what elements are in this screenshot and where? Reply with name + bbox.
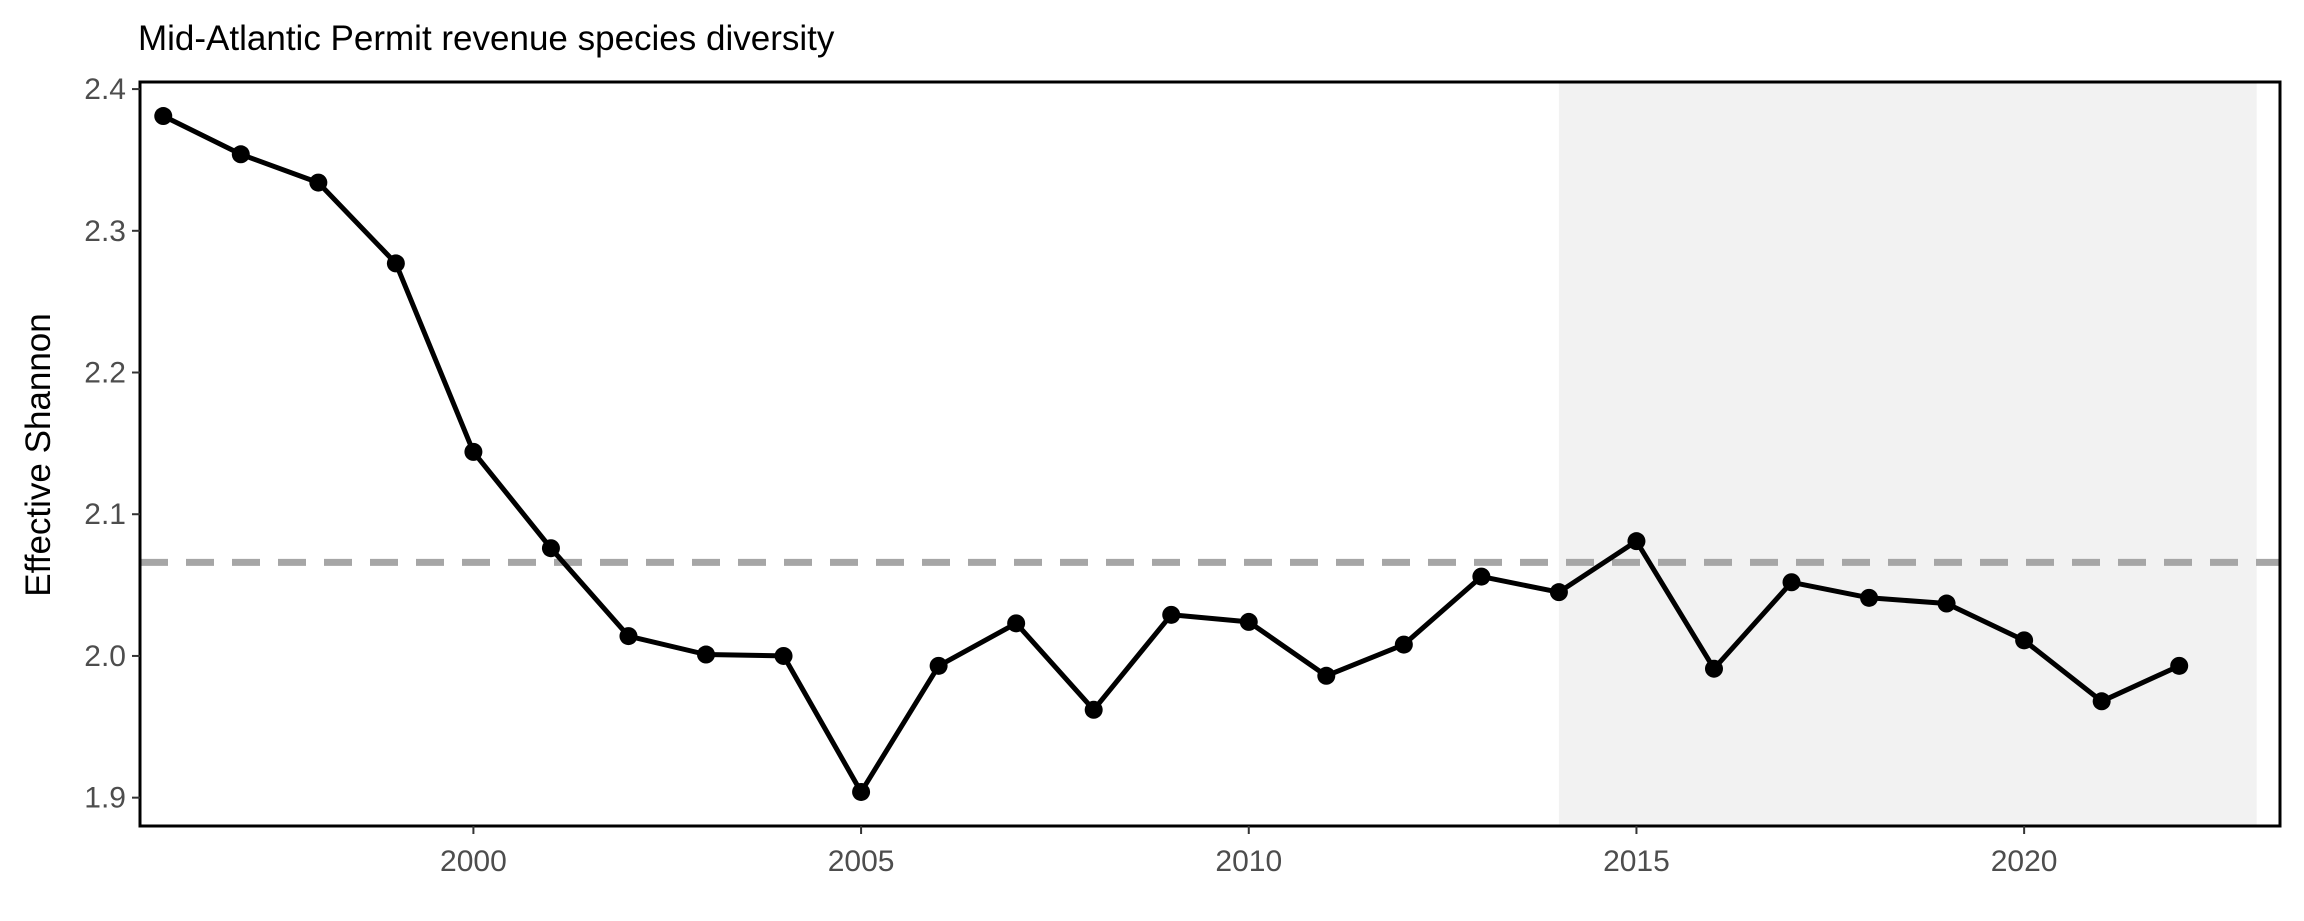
data-point	[1472, 567, 1491, 586]
data-point	[697, 645, 716, 664]
data-point	[1084, 700, 1103, 719]
y-tick-label: 1.9	[84, 782, 126, 815]
y-tick-label: 2.2	[84, 357, 126, 390]
data-point	[852, 782, 871, 801]
data-point	[2092, 692, 2111, 711]
x-tick-label: 2000	[440, 845, 507, 878]
plot-area: 2000 2005 2010 2015 2020 1.9 2.0 2.1 2.2 2.3 2.4	[84, 73, 2282, 878]
y-tick-label: 2.1	[84, 498, 126, 531]
data-point	[386, 254, 405, 273]
data-point	[1239, 612, 1258, 631]
x-tick-label: 2015	[1603, 845, 1670, 878]
y-tick-label: 2.4	[84, 73, 126, 106]
data-point	[1317, 666, 1336, 685]
x-tick-label: 2020	[1991, 845, 2058, 878]
data-point	[929, 656, 948, 675]
plot-border	[138, 80, 2282, 828]
x-tick-label: 2010	[1215, 845, 1282, 878]
data-point	[1704, 659, 1723, 678]
data-point	[2170, 656, 2189, 675]
shaded-region	[1558, 82, 2257, 826]
y-tick-label: 2.3	[84, 215, 126, 248]
data-point	[1782, 573, 1801, 592]
data-point	[1860, 588, 1879, 607]
y-axis-label: Effective Shannon	[19, 313, 58, 596]
data-point	[541, 539, 560, 558]
data-point	[1937, 594, 1956, 613]
data-point	[1394, 635, 1413, 654]
x-tick-label: 2005	[828, 845, 895, 878]
data-point	[2015, 631, 2034, 650]
data-point	[1162, 605, 1181, 624]
chart-title: Mid-Atlantic Permit revenue species dive…	[138, 19, 835, 58]
data-point	[774, 646, 793, 665]
data-point	[1007, 614, 1026, 633]
data-point	[1549, 583, 1568, 602]
data-point	[231, 145, 250, 164]
y-tick-label: 2.0	[84, 640, 126, 673]
data-point	[309, 173, 328, 192]
data-point	[464, 442, 483, 461]
data-point	[619, 627, 638, 646]
data-point	[154, 107, 173, 126]
data-point	[1627, 532, 1646, 551]
